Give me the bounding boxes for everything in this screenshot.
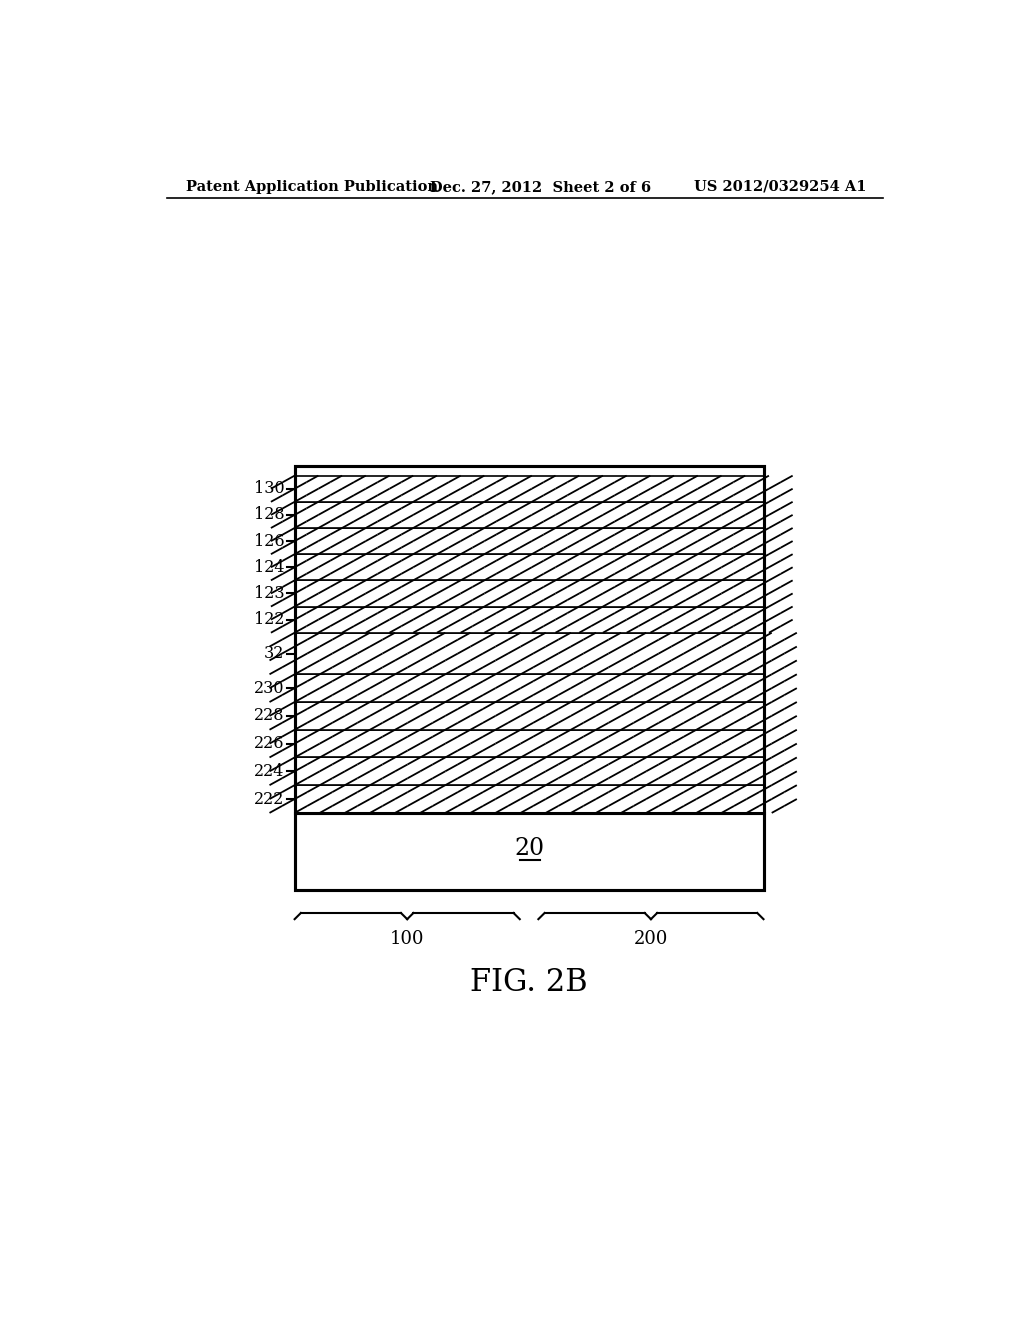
Text: 228: 228 — [254, 708, 285, 725]
Text: 123: 123 — [254, 585, 285, 602]
Text: US 2012/0329254 A1: US 2012/0329254 A1 — [693, 180, 866, 194]
Text: 222: 222 — [254, 791, 285, 808]
Text: 100: 100 — [390, 929, 424, 948]
Bar — [295, 528, 764, 554]
Text: 128: 128 — [254, 507, 285, 524]
Text: 126: 126 — [254, 532, 285, 549]
Bar — [295, 730, 764, 758]
Text: 200: 200 — [634, 929, 668, 948]
Bar — [295, 466, 764, 890]
Bar — [295, 607, 764, 632]
Text: 32: 32 — [264, 645, 285, 663]
Text: FIG. 2B: FIG. 2B — [470, 966, 588, 998]
Bar — [295, 813, 764, 890]
Text: 230: 230 — [254, 680, 285, 697]
Bar — [295, 554, 764, 581]
Bar — [295, 758, 764, 785]
Text: Patent Application Publication: Patent Application Publication — [186, 180, 438, 194]
Text: Dec. 27, 2012  Sheet 2 of 6: Dec. 27, 2012 Sheet 2 of 6 — [430, 180, 651, 194]
Bar — [295, 475, 764, 502]
Bar — [295, 675, 764, 702]
Bar — [295, 466, 764, 813]
Bar — [295, 581, 764, 607]
Text: 124: 124 — [254, 558, 285, 576]
Text: 224: 224 — [254, 763, 285, 780]
Text: 130: 130 — [254, 480, 285, 498]
Bar — [295, 702, 764, 730]
Bar — [295, 502, 764, 528]
Text: 20: 20 — [514, 837, 544, 859]
Bar — [295, 632, 764, 675]
Text: 226: 226 — [254, 735, 285, 752]
Bar — [295, 785, 764, 813]
Text: 122: 122 — [254, 611, 285, 628]
